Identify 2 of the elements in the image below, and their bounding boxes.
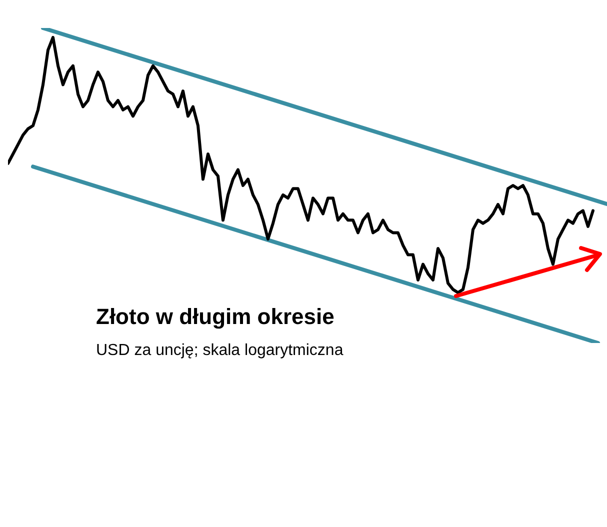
- text: USD za uncję; skala logarytmiczna: [96, 342, 344, 360]
- text: Złoto w długim okresie: [96, 304, 334, 330]
